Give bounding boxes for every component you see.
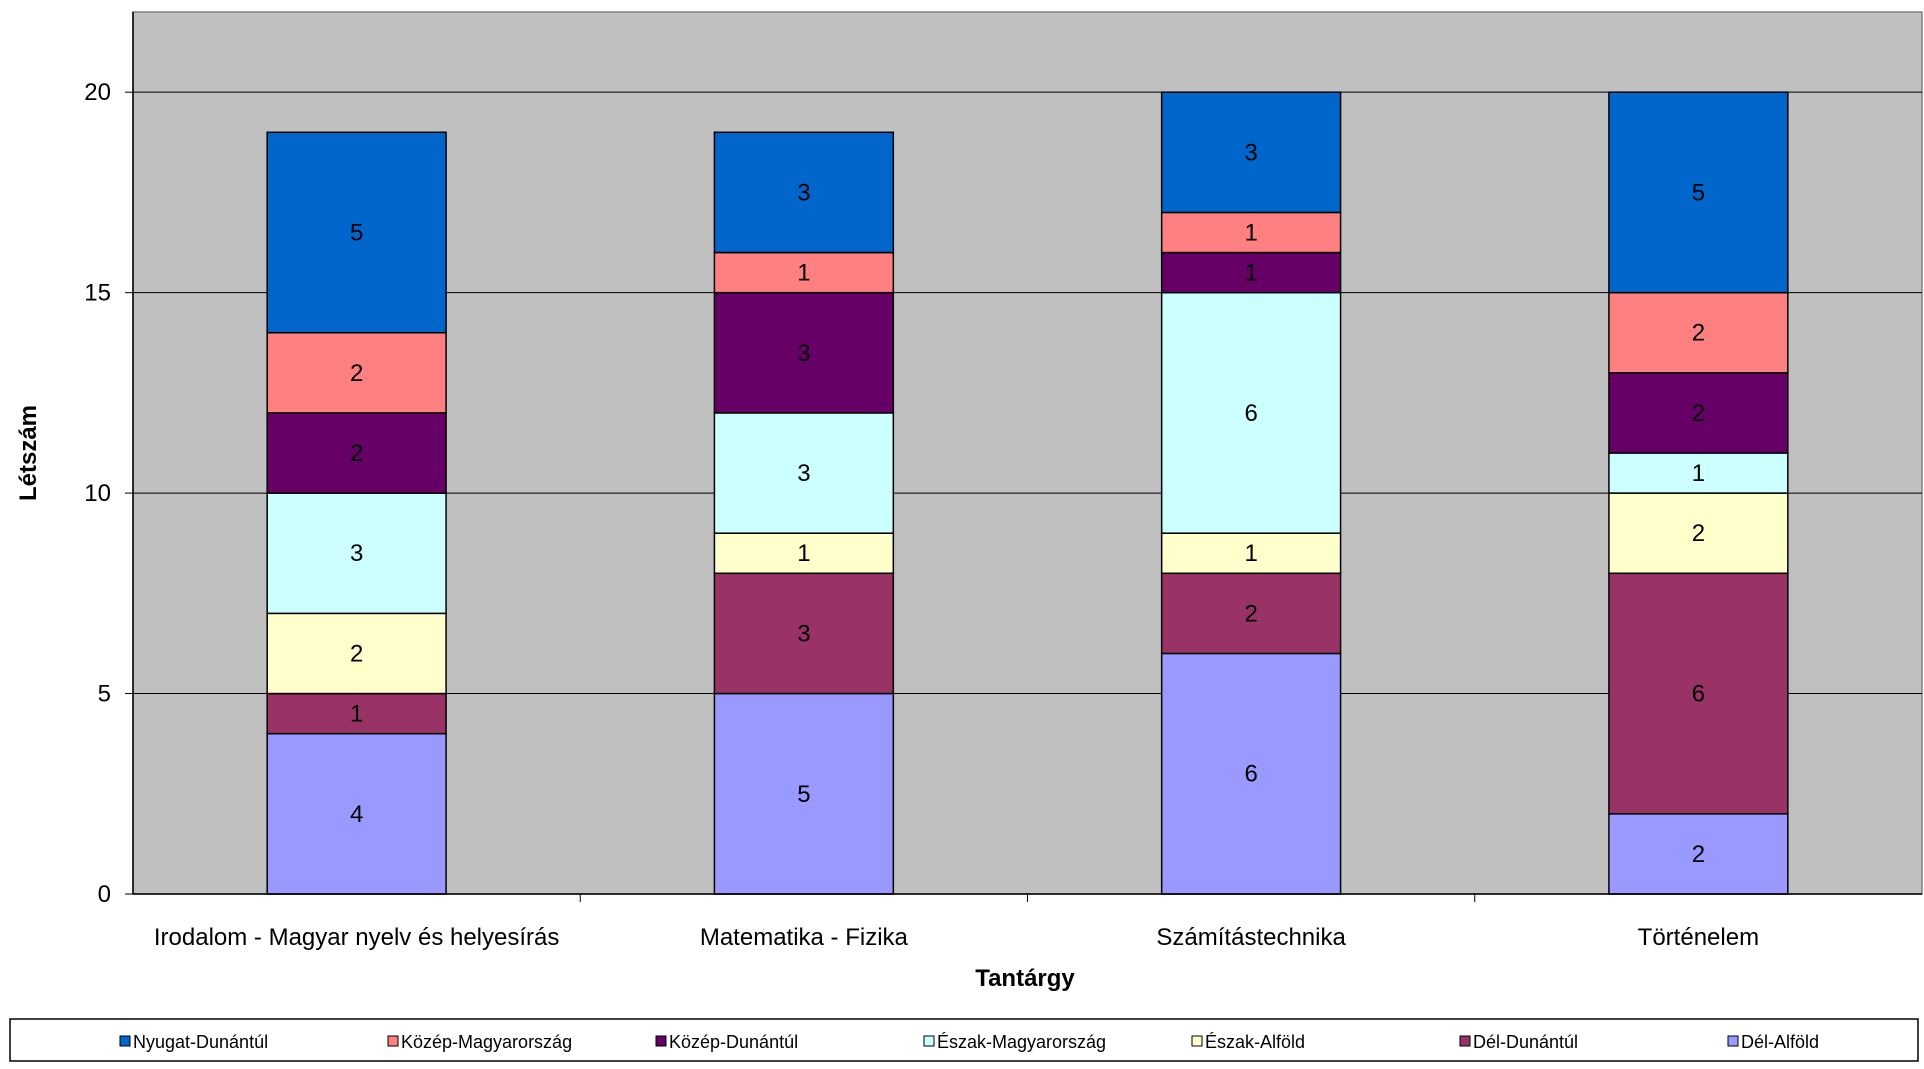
legend-swatch — [1459, 1035, 1471, 1047]
y-tick-label: 15 — [84, 280, 111, 307]
data-label: 2 — [1692, 841, 1705, 868]
data-label: 5 — [1692, 179, 1705, 206]
bar-segment — [1160, 251, 1342, 294]
bar-segment — [713, 412, 895, 534]
data-label: 1 — [1692, 460, 1705, 487]
bar-segment — [713, 532, 895, 575]
data-label: 3 — [1244, 139, 1257, 166]
legend-box — [9, 1018, 1919, 1062]
y-axis-title: Létszám — [15, 405, 42, 501]
legend: Nyugat-Dunántúl Közép-Magyarország Közép-D… — [119, 1032, 1819, 1052]
bar-segment — [266, 612, 447, 695]
data-label: 4 — [350, 801, 363, 828]
bar-segment — [266, 131, 447, 334]
bar-segment — [1160, 532, 1342, 575]
legend-swatch — [655, 1035, 667, 1047]
legend-swatch — [119, 1035, 131, 1047]
data-label: 3 — [350, 540, 363, 567]
data-label: 1 — [350, 701, 363, 728]
data-label: 3 — [797, 340, 810, 367]
x-tick-label: Matematika - Fizika — [700, 924, 909, 951]
x-tick-label: Irodalom - Magyar nyelv és helyesírás — [154, 924, 560, 951]
data-label: 2 — [350, 440, 363, 467]
bar-segment — [713, 131, 895, 254]
data-label: 2 — [1244, 600, 1257, 627]
data-label: 1 — [1244, 260, 1257, 287]
data-label: 6 — [1692, 681, 1705, 708]
data-label: 1 — [797, 260, 810, 287]
data-label: 6 — [1244, 400, 1257, 427]
legend-label: Észak-Magyarország — [937, 1032, 1106, 1052]
legend-label: Észak-Alföld — [1205, 1032, 1305, 1052]
data-label: 2 — [1692, 320, 1705, 347]
bar-segment — [1608, 492, 1789, 575]
bar-segment — [1160, 91, 1342, 214]
data-label: 3 — [797, 460, 810, 487]
bar-segment — [713, 291, 895, 414]
y-tick-label: 0 — [98, 881, 111, 908]
bar-segment — [1608, 291, 1789, 374]
data-label: 3 — [797, 620, 810, 647]
data-label: 2 — [350, 640, 363, 667]
legend-swatch — [1191, 1035, 1203, 1047]
x-tick-label: Történelem — [1638, 924, 1759, 951]
bar-segment — [713, 692, 895, 895]
data-label: 3 — [797, 179, 810, 206]
bar-segment — [1160, 211, 1342, 254]
data-label: 2 — [1692, 400, 1705, 427]
y-tick-label: 5 — [98, 681, 111, 708]
data-label: 2 — [1692, 520, 1705, 547]
legend-label: Közép-Magyarország — [401, 1032, 572, 1052]
y-tick-label: 20 — [84, 79, 111, 106]
data-label: 1 — [1244, 220, 1257, 247]
legend-swatch — [387, 1035, 399, 1047]
bar-segment — [1160, 291, 1342, 534]
legend-label: Nyugat-Dunántúl — [133, 1032, 268, 1052]
bar-segment — [1608, 572, 1789, 815]
x-tick-label: Számítástechnika — [1156, 924, 1346, 951]
data-label: 5 — [350, 220, 363, 247]
axes — [125, 12, 1922, 902]
legend-label: Dél-Alföld — [1741, 1032, 1819, 1052]
bar-segment — [1160, 572, 1342, 655]
bar-segment — [1608, 452, 1789, 494]
y-tick-label: 10 — [84, 480, 111, 507]
bar-segment — [1608, 372, 1789, 454]
bar-segment — [266, 492, 447, 615]
bar-segment — [1608, 91, 1789, 294]
data-label: 1 — [797, 540, 810, 567]
legend-swatch — [1727, 1035, 1739, 1047]
data-label: 5 — [797, 781, 810, 808]
data-label: 6 — [1244, 761, 1257, 788]
bar-segment — [1160, 652, 1342, 895]
bar-segment — [266, 412, 447, 494]
data-label: 2 — [350, 360, 363, 387]
legend-swatch — [923, 1035, 935, 1047]
legend-label: Dél-Dunántúl — [1473, 1032, 1578, 1052]
legend-label: Közép-Dunántúl — [669, 1032, 798, 1052]
x-axis-title: Tantárgy — [975, 965, 1075, 992]
data-label: 1 — [1244, 540, 1257, 567]
bar-segment — [266, 331, 447, 414]
